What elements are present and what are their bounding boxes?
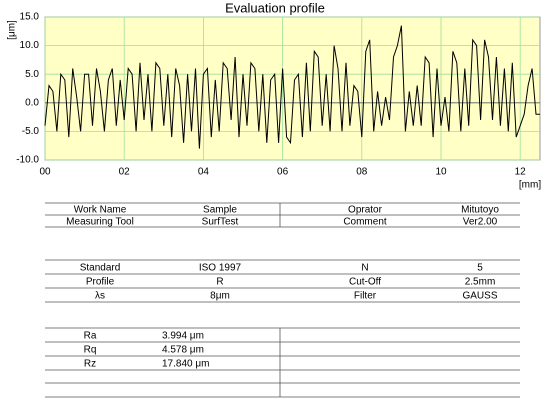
table-cell: ISO 1997 — [199, 263, 242, 274]
table-cell: Ver2.00 — [463, 217, 498, 228]
y-axis-label: [μm] — [7, 20, 18, 40]
x-tick-label: 12 — [515, 167, 527, 178]
table-cell: Cut-Off — [349, 277, 381, 288]
table-cell: Mitutoyo — [461, 205, 499, 216]
table-cell: Profile — [86, 277, 115, 288]
y-tick-label: 10.0 — [20, 40, 40, 51]
table-cell: Comment — [343, 217, 387, 228]
table-cell: 8μm — [210, 291, 230, 302]
chart-title: Evaluation profile — [225, 0, 325, 15]
table-cell: GAUSS — [462, 291, 497, 302]
x-axis-label: [mm] — [519, 180, 541, 191]
table-cell: SurfTest — [202, 217, 239, 228]
x-tick-label: 00 — [39, 167, 51, 178]
y-tick-label: 0.0 — [25, 97, 39, 108]
x-tick-label: 10 — [435, 167, 447, 178]
x-tick-label: 02 — [119, 167, 131, 178]
table-cell: Sample — [203, 205, 237, 216]
table-cell: λs — [95, 291, 105, 302]
x-tick-label: 08 — [356, 167, 368, 178]
x-tick-label: 04 — [198, 167, 210, 178]
table-cell: Filter — [354, 291, 377, 302]
profile-line — [44, 25, 540, 149]
table-cell: Standard — [80, 263, 121, 274]
table-cell: Rq — [84, 345, 97, 356]
table-cell: Rz — [84, 359, 96, 370]
y-tick-label: -10.0 — [16, 155, 39, 166]
table-cell: 4.578 μm — [162, 345, 204, 356]
table-cell: Ra — [84, 331, 97, 342]
table-cell: 3.994 μm — [162, 331, 204, 342]
table-cell: Oprator — [348, 205, 383, 216]
table-cell: Measuring Tool — [66, 217, 134, 228]
y-tick-label: -5.0 — [22, 126, 40, 137]
y-tick-label: 5.0 — [25, 69, 39, 80]
table-cell: N — [361, 263, 368, 274]
table-cell: 17.840 μm — [162, 359, 209, 370]
table-cell: R — [216, 277, 223, 288]
table-cell: Work Name — [74, 205, 127, 216]
x-tick-label: 06 — [277, 167, 289, 178]
y-tick-label: 15.0 — [20, 12, 40, 23]
table-cell: 2.5mm — [465, 277, 496, 288]
table-cell: 5 — [477, 263, 483, 274]
